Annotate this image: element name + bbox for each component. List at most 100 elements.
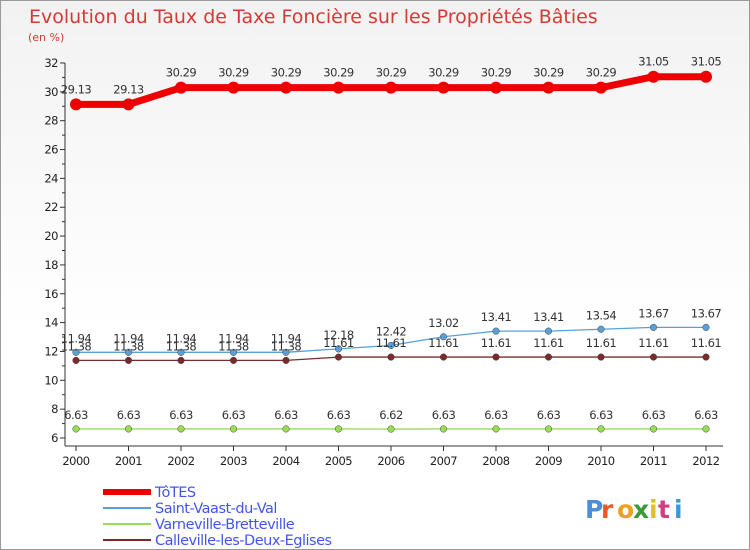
data-label-varneville-bretteville: 6.63 <box>64 408 88 422</box>
data-point-saint-vaast-du-val <box>544 327 553 335</box>
x-tick-label: 2003 <box>220 454 247 468</box>
series-varneville-bretteville <box>72 425 710 433</box>
data-label-varneville-bretteville: 6.63 <box>642 408 666 422</box>
legend-label-totes: TôTES <box>154 485 196 501</box>
data-label-saint-vaast-du-val: 11.94 <box>271 331 302 345</box>
data-point-totes <box>437 81 450 94</box>
x-ticks: 2000 2001 2002 2003 2004 2005 2006 2007 2008 2009… <box>62 446 720 468</box>
data-point-varneville-bretteville <box>492 425 500 433</box>
data-label-varneville-bretteville: 6.63 <box>484 408 508 422</box>
data-label-totes: 30.29 <box>166 66 197 80</box>
data-point-calleville-les-deux-eglises <box>282 356 290 364</box>
data-label-calleville-les-deux-eglises: 11.61 <box>586 336 617 350</box>
legend-label-varneville: Varneville-Bretteville <box>155 517 295 533</box>
data-point-saint-vaast-du-val <box>177 348 185 356</box>
data-point-totes <box>385 81 397 94</box>
data-point-varneville-bretteville <box>124 425 133 433</box>
data-point-saint-vaast-du-val <box>124 348 133 356</box>
data-label-calleville-les-deux-eglises: 11.61 <box>691 336 722 350</box>
legend-label-saint-vaast: Saint-Vaast-du-Val <box>155 501 277 517</box>
y-tick-label: 32 <box>44 56 58 70</box>
data-point-calleville-les-deux-eglises <box>387 353 395 361</box>
x-tick-label: 2007 <box>430 454 457 468</box>
y-tick-label: 20 <box>44 229 58 243</box>
x-tick-label: 2001 <box>115 454 142 468</box>
data-point-varneville-bretteville <box>229 425 238 433</box>
data-point-totes <box>122 98 135 111</box>
x-tick-label: 2002 <box>167 454 194 468</box>
y-tick-label: 8 <box>51 402 58 416</box>
logo-letter: r <box>601 495 614 524</box>
data-point-calleville-les-deux-eglises <box>72 356 80 364</box>
data-label-calleville-les-deux-eglises: 11.38 <box>166 339 197 353</box>
data-label-varneville-bretteville: 6.63 <box>327 408 351 422</box>
data-point-calleville-les-deux-eglises <box>334 353 343 361</box>
axes <box>64 63 723 447</box>
data-point-totes <box>175 81 187 94</box>
data-label-calleville-les-deux-eglises: 11.61 <box>323 336 354 350</box>
chart-title: Evolution du Taux de Taxe Foncière sur l… <box>29 6 598 28</box>
data-point-calleville-les-deux-eglises <box>229 356 238 364</box>
data-point-totes <box>332 81 345 94</box>
data-point-varneville-bretteville <box>334 425 343 433</box>
data-point-saint-vaast-du-val <box>282 348 290 356</box>
y-tick-label: 16 <box>44 287 58 301</box>
data-label-calleville-les-deux-eglises: 11.38 <box>113 339 144 353</box>
data-label-totes: 30.29 <box>586 66 617 80</box>
data-point-calleville-les-deux-eglises <box>492 353 500 361</box>
data-point-saint-vaast-du-val <box>229 348 238 356</box>
data-label-calleville-les-deux-eglises: 11.61 <box>481 336 512 350</box>
data-point-totes <box>70 98 82 111</box>
data-point-varneville-bretteville <box>649 425 658 433</box>
series-calleville-les-deux-eglises <box>72 353 710 364</box>
data-point-totes <box>700 70 712 83</box>
data-label-saint-vaast-du-val: 12.42 <box>376 324 407 338</box>
data-label-calleville-les-deux-eglises: 11.61 <box>533 336 564 350</box>
data-label-varneville-bretteville: 6.63 <box>432 408 456 422</box>
data-label-saint-vaast-du-val: 11.94 <box>113 331 144 345</box>
data-label-saint-vaast-du-val: 13.41 <box>481 310 512 324</box>
chart-subtitle: (en %) <box>28 31 64 44</box>
x-tick-label: 2004 <box>272 454 299 468</box>
data-label-saint-vaast-du-val: 12.18 <box>323 328 354 342</box>
data-label-saint-vaast-du-val: 13.54 <box>586 308 617 322</box>
legend-label-calleville: Calleville-les-Deux-Eglises <box>155 533 332 549</box>
data-point-calleville-les-deux-eglises <box>702 353 710 361</box>
data-point-saint-vaast-du-val <box>334 345 343 353</box>
data-point-calleville-les-deux-eglises <box>124 356 133 364</box>
y-tick-label: 12 <box>44 344 58 358</box>
data-point-calleville-les-deux-eglises <box>649 353 658 361</box>
data-label-totes: 29.13 <box>61 82 92 96</box>
data-label-saint-vaast-du-val: 13.67 <box>638 306 669 320</box>
data-label-varneville-bretteville: 6.63 <box>694 408 718 422</box>
data-point-saint-vaast-du-val <box>387 341 395 349</box>
data-point-saint-vaast-du-val <box>702 323 710 331</box>
data-point-totes <box>280 81 292 94</box>
x-tick-label: 2008 <box>482 454 509 468</box>
series-saint-vaast-du-val <box>72 323 710 356</box>
proxiti-logo: Pr ox i t i <box>585 495 683 524</box>
data-label-totes: 31.05 <box>638 55 669 69</box>
y-tick-label: 14 <box>44 316 58 330</box>
y-tick-label: 24 <box>44 171 58 185</box>
data-point-totes <box>542 81 555 94</box>
data-label-totes: 30.29 <box>271 66 302 80</box>
y-tick-label: 28 <box>44 114 58 128</box>
y-tick-label: 22 <box>44 200 58 214</box>
x-tick-label: 2011 <box>640 454 667 468</box>
data-label-calleville-les-deux-eglises: 11.61 <box>428 336 459 350</box>
y-tick-label: 10 <box>44 373 58 387</box>
data-point-calleville-les-deux-eglises <box>177 356 185 364</box>
data-label-saint-vaast-du-val: 11.94 <box>61 331 92 345</box>
data-point-varneville-bretteville <box>702 425 710 433</box>
data-label-saint-vaast-du-val: 13.41 <box>533 310 564 324</box>
y-tick-label: 26 <box>44 143 58 157</box>
data-label-varneville-bretteville: 6.63 <box>169 408 193 422</box>
data-label-varneville-bretteville: 6.62 <box>379 408 403 422</box>
y-tick-label: 30 <box>44 85 58 99</box>
y-ticks: 6 8 10 12 14 16 18 20 22 24 26 28 30 32 <box>44 56 65 445</box>
data-label-saint-vaast-du-val: 11.94 <box>218 331 249 345</box>
data-point-totes <box>490 81 502 94</box>
data-label-calleville-les-deux-eglises: 11.61 <box>638 336 669 350</box>
